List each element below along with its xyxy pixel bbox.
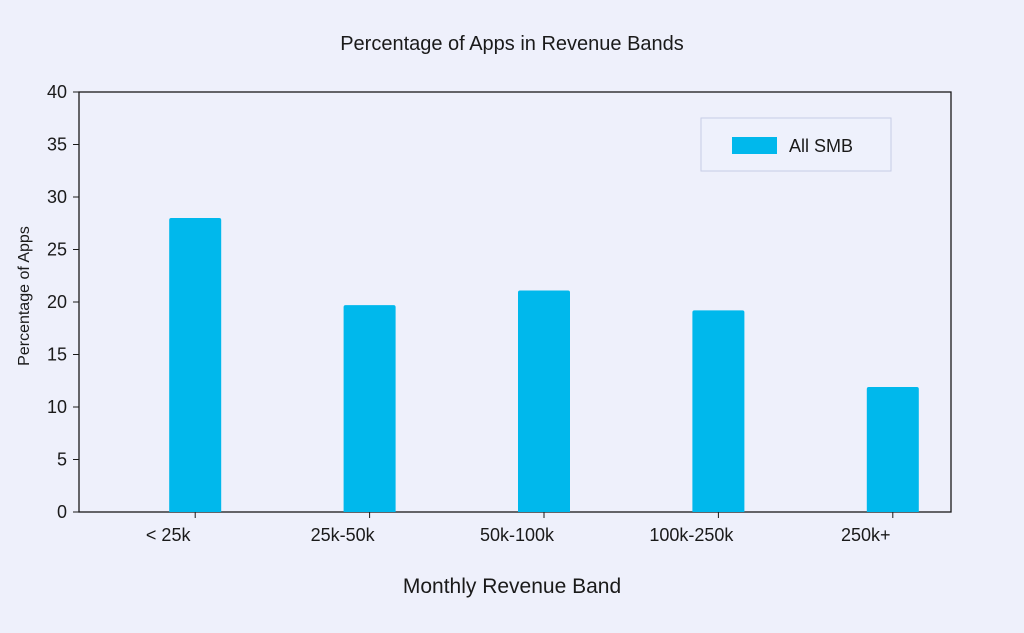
x-tick-label: < 25k	[146, 525, 192, 545]
x-axis-title: Monthly Revenue Band	[403, 575, 621, 598]
y-tick-label: 25	[47, 240, 67, 260]
y-axis-ticks: 0 5 10 15 20 25 30 35 40	[47, 82, 79, 522]
bar-5	[866, 387, 919, 512]
y-tick-label: 0	[57, 502, 67, 522]
y-tick-label: 40	[47, 82, 67, 102]
legend-label: All SMB	[789, 136, 853, 156]
bars-group	[169, 218, 919, 512]
y-tick-label: 30	[47, 187, 67, 207]
bar-3	[518, 290, 570, 512]
x-tick-label: 250k+	[841, 525, 891, 545]
x-tick-label: 25k-50k	[311, 525, 376, 545]
y-tick-label: 10	[47, 397, 67, 417]
x-axis-ticks: < 25k 25k-50k 50k-100k 100k-250k 250k+	[146, 512, 894, 545]
legend-swatch	[732, 137, 777, 154]
y-tick-label: 35	[47, 135, 67, 155]
x-tick-label: 50k-100k	[480, 525, 555, 545]
y-tick-label: 15	[47, 345, 67, 365]
chart-title: Percentage of Apps in Revenue Bands	[340, 33, 684, 55]
y-axis-title: Percentage of Apps	[16, 226, 33, 366]
x-tick-label: 100k-250k	[649, 525, 734, 545]
y-tick-label: 20	[47, 292, 67, 312]
bar-1	[169, 218, 222, 512]
bar-2	[343, 305, 396, 512]
bar-4	[692, 310, 745, 512]
y-tick-label: 5	[57, 450, 67, 470]
legend: All SMB	[700, 117, 892, 172]
